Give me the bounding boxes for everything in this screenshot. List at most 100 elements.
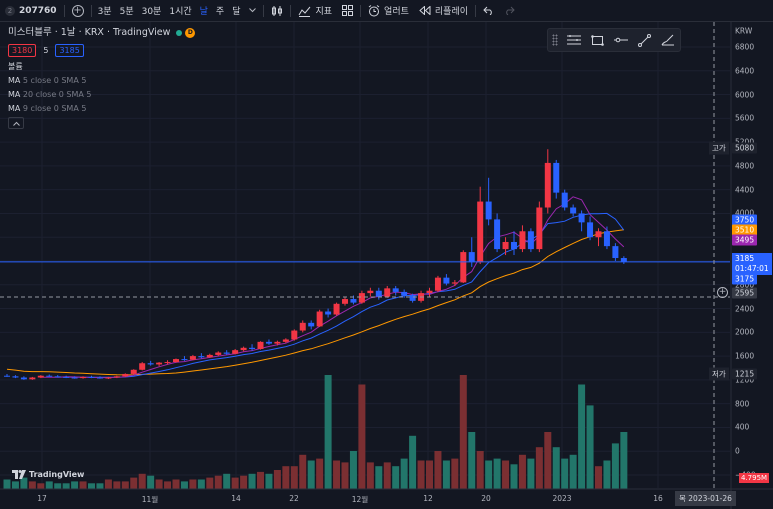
candle-body (544, 162, 551, 208)
volume-bar (155, 479, 163, 489)
hamburger-templates-icon (566, 35, 581, 45)
volume-bar (189, 479, 197, 489)
volume-bar (37, 483, 45, 489)
interval-button[interactable]: 달 (232, 7, 241, 17)
undo-icon (483, 6, 492, 15)
sell-button[interactable]: 3180 (8, 44, 37, 57)
toolbar-divider (475, 4, 477, 17)
symbol-code: 207760 (19, 5, 57, 16)
symbol-search[interactable]: 2 207760 (0, 0, 62, 22)
time-tick-label: 12 (423, 494, 433, 503)
interval-button[interactable]: 30분 (141, 7, 162, 17)
interval-button[interactable]: 주 (215, 7, 225, 17)
tradingview-logo[interactable]: TradingView (12, 470, 84, 479)
compare-button[interactable]: + (67, 0, 89, 22)
candle-body (63, 376, 70, 378)
volume-bar (138, 473, 146, 489)
chart-area[interactable] (0, 22, 773, 509)
volume-bar (104, 479, 112, 489)
volume-bar (248, 473, 256, 489)
volume-bar (434, 451, 442, 489)
rectangle-tool-button[interactable] (586, 30, 610, 50)
candle-body (88, 376, 95, 378)
market-open-dot (176, 30, 183, 36)
volume-bar (493, 458, 501, 489)
volume-legend[interactable]: 볼륨 (8, 63, 195, 71)
candle-body (561, 192, 568, 208)
volume-bar (409, 435, 417, 489)
volume-bar (240, 475, 248, 489)
indicator-legend[interactable]: MA 20 close 0 SMA 5 (8, 91, 195, 99)
candle-body (105, 377, 112, 379)
volume-bar (535, 447, 543, 489)
brush-tool-button[interactable] (656, 30, 680, 50)
alert-button[interactable]: 얼러트 (363, 0, 414, 22)
rectangle-icon (591, 34, 604, 46)
templates-tool-button[interactable] (562, 30, 586, 50)
indicator-legend[interactable]: MA 5 close 0 SMA 5 (8, 77, 195, 85)
volume-bar (88, 483, 95, 489)
horizontal-ray-tool-button[interactable] (609, 30, 633, 50)
candle-body (375, 290, 382, 297)
ma20-line (6, 229, 624, 376)
volume-bar (459, 375, 467, 489)
price-tick-label: 1600 (735, 351, 755, 361)
volume-bar (180, 481, 188, 489)
indicators-icon (299, 6, 311, 17)
undo-button[interactable] (478, 0, 499, 22)
price-tick-label: 4000 (735, 208, 755, 218)
low-label: 저가 (709, 367, 729, 381)
interval-button[interactable]: 5분 (119, 7, 134, 17)
crosshair-date-tag: 목 2023-01-26 (675, 491, 736, 506)
time-tick-label: 17 (37, 494, 47, 503)
chart-type-button[interactable] (266, 0, 288, 22)
volume-bar (518, 454, 526, 489)
interval-button[interactable]: 1시간 (169, 7, 192, 17)
buy-button[interactable]: 3185 (55, 44, 84, 57)
legend-title[interactable]: 미스터블루 · 1날 · KRX · TradingView (8, 27, 171, 39)
interval-dropdown-button[interactable] (244, 0, 261, 22)
layout-button[interactable] (337, 0, 358, 22)
delayed-data-badge[interactable]: D (185, 28, 196, 38)
indicators-button[interactable]: 지표 (293, 0, 337, 22)
price-tick-label: 5600 (735, 113, 755, 123)
volume-bar (164, 481, 172, 489)
indicator-name: MA (8, 90, 21, 99)
volume-bar (510, 464, 518, 489)
candle-body (620, 258, 627, 262)
chart-canvas[interactable] (0, 22, 773, 509)
crosshair-plus-button[interactable]: + (717, 287, 728, 298)
candle-body (139, 363, 146, 370)
candle-body (130, 369, 137, 374)
candle-body (156, 362, 163, 365)
candle-body (578, 213, 585, 223)
spread-value: 5 (43, 45, 49, 55)
trend-line-tool-button[interactable] (633, 30, 657, 50)
time-tick-label: 22 (289, 494, 299, 503)
indicator-legend[interactable]: MA 9 close 0 SMA 5 (8, 105, 195, 113)
time-tick-label: 2023 (552, 494, 572, 503)
last-price-tag: 3185 01:47:01 (732, 253, 772, 275)
drag-handle-icon[interactable] (552, 34, 558, 46)
candle-body (502, 241, 509, 250)
crosshair-price-tag: 2595 (732, 287, 758, 299)
collapse-legend-button[interactable] (8, 117, 24, 129)
replay-button[interactable]: 리플레이 (414, 0, 473, 22)
candle-body (164, 362, 171, 364)
interval-button[interactable]: 3분 (97, 7, 112, 17)
high-price-tag: 5080 (732, 142, 758, 154)
candle-body (291, 330, 298, 340)
candle-body (401, 291, 408, 296)
volume-bar (172, 479, 180, 489)
last-price: 3185 (735, 254, 755, 263)
candle-body (113, 376, 120, 378)
volume-bar (54, 483, 62, 489)
candle-body (477, 201, 484, 263)
volume-bar (113, 481, 121, 489)
redo-button[interactable] (499, 0, 520, 22)
interval-button[interactable]: 날 (199, 7, 208, 17)
indicator-params: 20 close 0 SMA 5 (22, 90, 92, 99)
volume-bar (375, 466, 383, 489)
time-tick-label: 20 (481, 494, 491, 503)
volume-bar (417, 460, 425, 489)
